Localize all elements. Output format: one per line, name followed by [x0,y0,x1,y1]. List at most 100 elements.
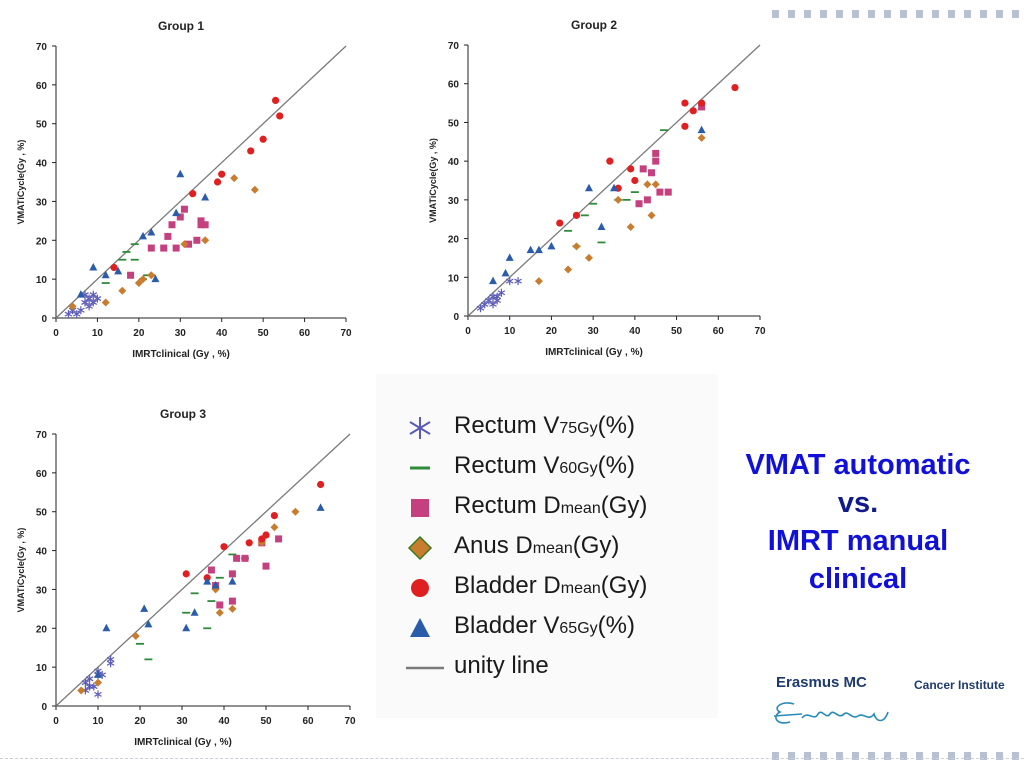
y-tick-label: 40 [36,159,48,170]
data-point-bladder-v65 [172,208,181,217]
asterisk-icon [409,417,431,439]
data-point-bladder-dmean [698,99,706,107]
x-tick-label: 50 [671,326,683,337]
data-point-bladder-v65 [211,581,220,589]
y-axis-label: VMATiCycle(Gy , %) [428,138,438,223]
data-point-bladder-dmean [276,112,284,120]
data-point-rectum-dmean [241,554,249,562]
data-point-anus-dmean [94,678,102,687]
data-point-rectum-v75 [64,310,73,319]
chart-title: Group 2 [571,18,617,32]
x-axis-label: IMRTclinical (Gy , %) [545,347,643,358]
headline-line-4: clinical [808,563,908,595]
signature-logo-icon [773,702,889,724]
data-point-anus-dmean [228,604,237,613]
line-icon [406,666,444,670]
y-tick-label: 40 [36,547,48,558]
data-point-rectum-dmean [639,165,647,173]
x-tick-label: 10 [504,326,516,337]
data-point-rectum-v75 [514,277,522,286]
y-axis-label: VMATiCycle(Gy , %) [16,528,26,613]
data-point-bladder-v65 [597,222,606,230]
data-point-anus-dmean [270,523,279,532]
data-point-anus-dmean [626,222,635,231]
data-point-anus-dmean [697,133,706,142]
x-tick-label: 10 [92,716,104,727]
data-point-bladder-dmean [689,107,697,115]
data-point-anus-dmean [643,180,652,189]
data-point-rectum-dmean [212,582,220,590]
y-tick-label: 20 [36,236,48,247]
data-point-bladder-dmean [556,219,564,227]
data-point-rectum-dmean [258,539,266,547]
y-tick-label: 0 [453,312,459,323]
y-tick-label: 0 [41,314,47,325]
data-point-bladder-v65 [547,241,556,250]
data-point-rectum-dmean [185,240,193,248]
data-point-anus-dmean [68,302,77,311]
data-point-anus-dmean [291,507,300,516]
x-tick-label: 70 [340,328,352,339]
x-tick-label: 40 [216,328,228,339]
data-point-rectum-dmean [201,221,209,229]
data-point-bladder-v65 [505,253,514,261]
x-tick-label: 40 [629,326,641,337]
data-point-bladder-v65 [147,228,156,236]
data-point-rectum-dmean [197,217,205,225]
y-tick-label: 10 [36,663,48,674]
data-point-bladder-dmean [631,176,639,185]
circle-icon [411,579,429,597]
headline-line-1: VMAT automatic [745,449,971,481]
data-point-bladder-dmean [110,263,118,272]
data-point-bladder-v65 [76,290,85,298]
data-point-rectum-dmean [216,601,224,609]
data-point-rectum-v75 [485,296,493,305]
data-point-bladder-v65 [102,623,111,632]
x-tick-label: 10 [92,328,104,339]
data-point-rectum-v75 [90,682,98,691]
bottom-rule [0,758,1024,759]
data-point-rectum-v75 [81,290,89,299]
data-point-rectum-v75 [77,306,85,315]
x-axis-label: IMRTclinical (Gy , %) [132,349,230,360]
y-tick-label: 0 [41,702,47,713]
data-point-bladder-dmean [627,165,635,173]
data-point-rectum-v75 [476,304,485,313]
data-point-anus-dmean [564,265,573,274]
data-point-bladder-dmean [681,122,689,130]
data-point-rectum-dmean [652,157,660,165]
chart-title: Group 3 [160,407,206,421]
data-point-bladder-v65 [610,183,618,192]
legend-label: Rectum V60Gy(%) [454,452,635,479]
data-point-rectum-v75 [480,300,489,309]
data-point-rectum-dmean [698,103,706,111]
data-point-bladder-dmean [606,157,614,165]
data-point-rectum-dmean [648,169,656,177]
data-point-anus-dmean [131,632,140,641]
data-point-rectum-v75 [93,294,102,303]
data-point-bladder-dmean [203,574,211,582]
data-point-bladder-dmean [245,539,253,547]
data-point-bladder-dmean [731,83,739,92]
data-point-rectum-v75 [85,682,94,691]
data-point-bladder-v65 [114,266,123,275]
legend-label: Bladder Dmean(Gy) [454,572,648,599]
data-point-anus-dmean [534,277,543,286]
data-point-bladder-v65 [316,503,325,511]
data-point-rectum-dmean [180,205,188,213]
data-point-bladder-dmean [262,531,270,539]
data-point-rectum-v75 [493,292,501,301]
data-point-bladder-v65 [203,577,212,585]
legend: Rectum V75Gy(%) Rectum V60Gy(%) Rectum D… [376,374,718,718]
data-point-bladder-v65 [140,604,149,612]
x-tick-label: 0 [465,326,471,337]
data-point-bladder-dmean [247,147,255,155]
headline-line-2: vs. [837,487,879,519]
data-point-anus-dmean [614,195,623,204]
square-icon [411,499,429,517]
x-tick-label: 0 [53,716,59,727]
y-tick-label: 30 [448,196,460,207]
legend-label: Bladder V65Gy(%) [454,612,635,639]
data-point-bladder-dmean [189,190,197,198]
data-point-rectum-dmean [193,236,201,244]
